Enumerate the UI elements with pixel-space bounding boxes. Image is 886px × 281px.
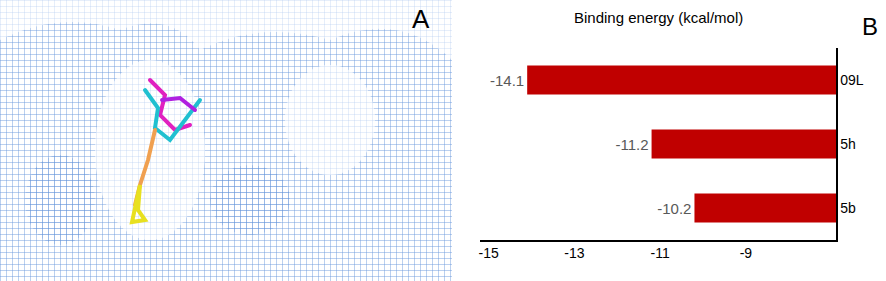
svg-text:-9: -9 [740,245,753,261]
svg-text:-11: -11 [651,245,670,261]
svg-text:-13: -13 [564,245,584,261]
svg-text:-11.2: -11.2 [615,136,648,153]
svg-text:-15: -15 [478,245,498,261]
svg-text:-10.2: -10.2 [657,200,691,217]
svg-text:5b: 5b [840,200,856,216]
svg-text:5h: 5h [840,136,856,152]
svg-text:-14.1: -14.1 [490,72,524,89]
html-text:A: A [412,4,430,34]
svg-text:Binding energy (kcal/mol): Binding energy (kcal/mol) [574,9,743,26]
svg-text:B: B [862,13,878,40]
svg-text:09L: 09L [840,72,864,88]
